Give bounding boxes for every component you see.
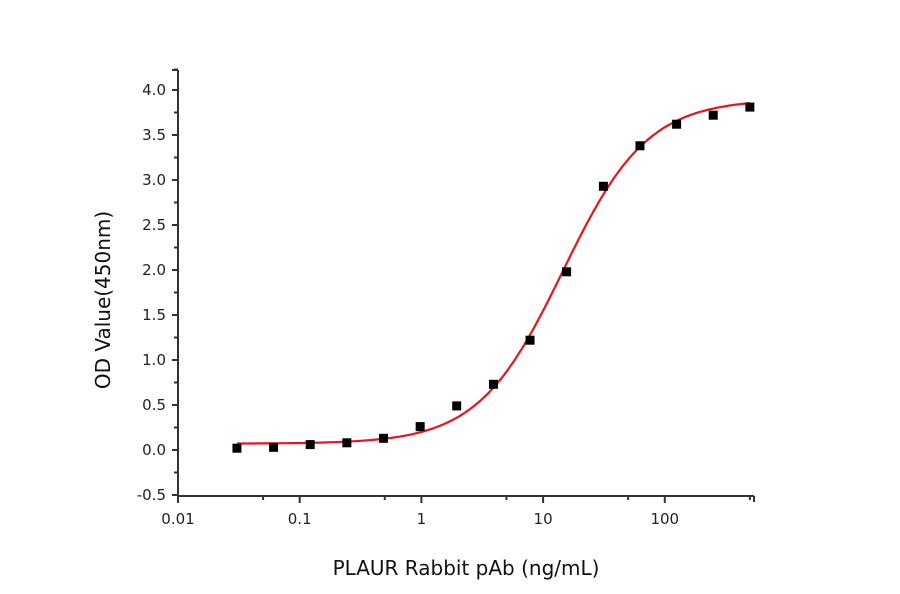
data-point (708, 110, 718, 120)
data-point (562, 267, 572, 277)
y-tick-label: 3.5 (142, 126, 166, 144)
data-points (232, 102, 755, 453)
data-point (415, 422, 425, 432)
x-tick-label: 100 (650, 510, 679, 528)
data-point (635, 141, 645, 151)
data-point (232, 443, 242, 453)
data-point (672, 119, 682, 129)
y-tick-label: 3.0 (142, 171, 166, 189)
x-tick-label: 0.1 (288, 510, 312, 528)
data-point (378, 433, 388, 443)
data-point (745, 102, 755, 112)
data-point (525, 335, 535, 345)
y-tick-label: 1.0 (142, 351, 166, 369)
y-tick-label: 0.0 (142, 441, 166, 459)
data-point (488, 379, 498, 389)
data-point (269, 442, 279, 452)
x-axis-title: PLAUR Rabbit pAb (ng/mL) (333, 556, 600, 580)
x-tick-label: 0.01 (161, 510, 194, 528)
y-tick-label: 2.0 (142, 261, 166, 279)
fit-curve (236, 102, 750, 445)
data-point (452, 401, 462, 411)
y-axis-title: OD Value(450nm) (91, 211, 115, 389)
y-tick-label: -0.5 (137, 486, 166, 504)
x-axis-ticks: 0.01 0.1 1 10 100 (161, 496, 751, 528)
y-tick-label: 2.5 (142, 216, 166, 234)
y-axis-ticks: -0.5 0.0 0.5 1.0 1.5 2.0 2.5 3.0 3.5 4.0 (137, 68, 178, 504)
x-tick-label: 10 (534, 510, 553, 528)
data-point (342, 438, 352, 448)
y-tick-label: 0.5 (142, 396, 166, 414)
y-tick-label: 1.5 (142, 306, 166, 324)
x-tick-label: 1 (417, 510, 427, 528)
y-tick-label: 4.0 (142, 81, 166, 99)
data-point (305, 440, 315, 450)
data-point (598, 181, 608, 191)
